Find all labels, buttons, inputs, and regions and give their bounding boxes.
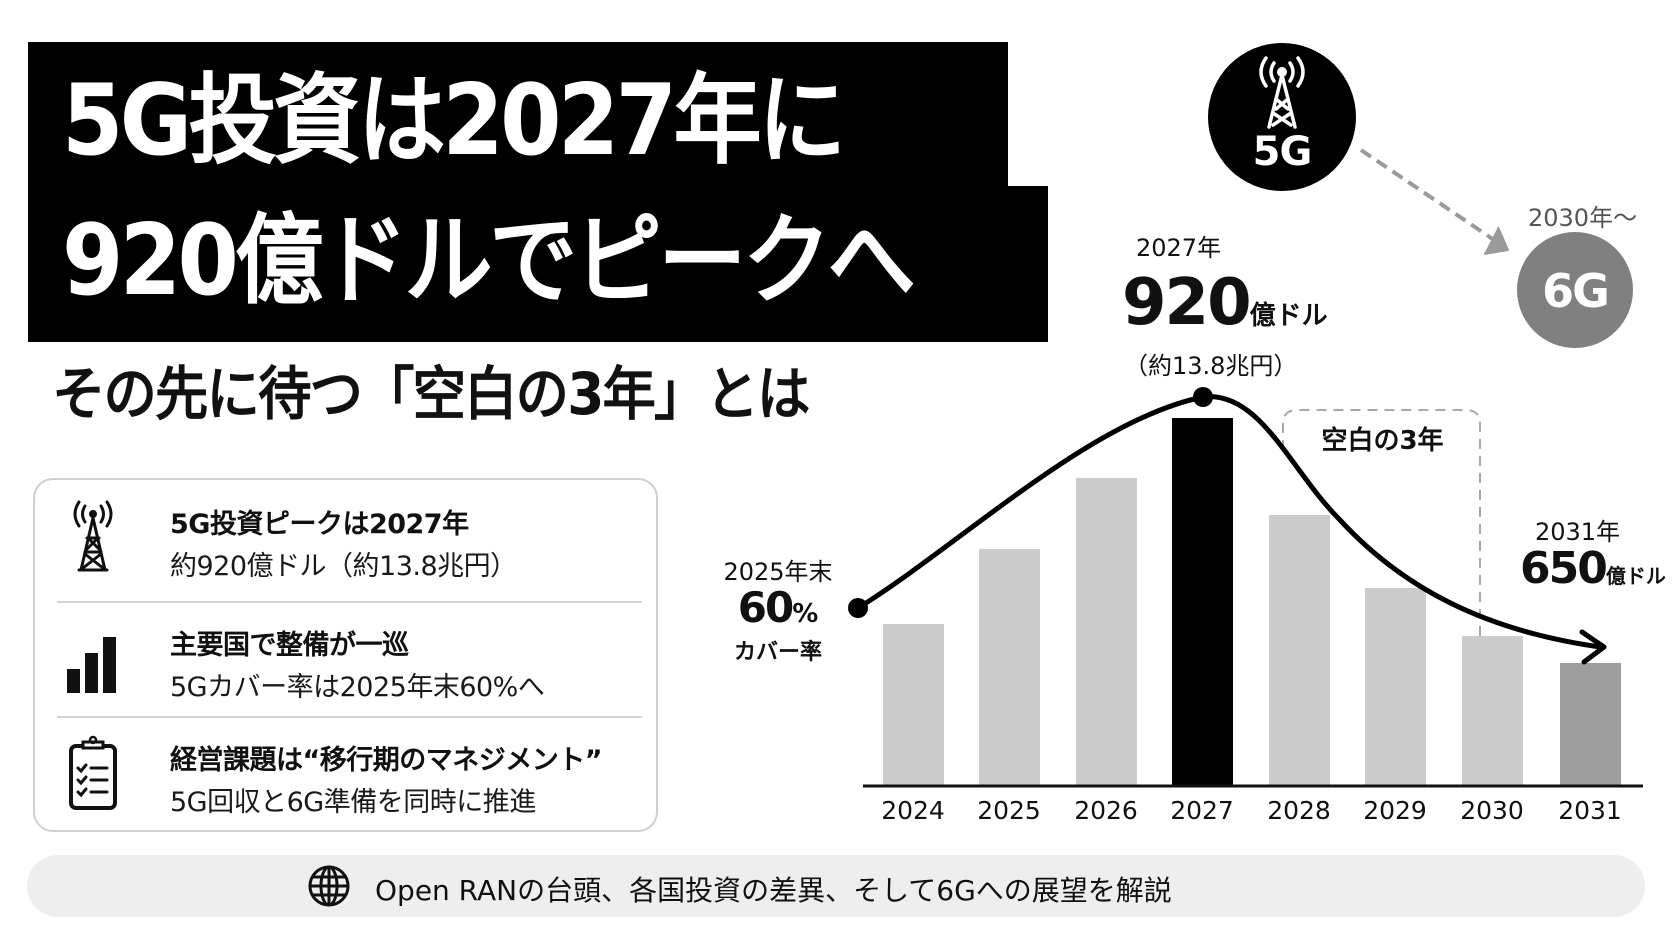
end-year: 2031年 (1535, 518, 1621, 546)
info-item-coverage: 主要国で整備が一巡 5Gカバー率は2025年末60%へ (35, 601, 656, 716)
peak-point-marker (1193, 387, 1213, 407)
coverage-caption: カバー率 (733, 640, 822, 665)
bar-2026 (1076, 478, 1137, 786)
title-banner-bottom (28, 186, 1048, 342)
x-label-2025: 2025 (977, 796, 1041, 825)
end-value-row: 650億ドル (1520, 544, 1666, 594)
end-value: 650 (1520, 543, 1608, 594)
divider (57, 716, 642, 718)
info-item-management: 経営課題は“移行期のマネジメント” 5G回収と6G準備を同時に推進 (35, 716, 656, 831)
6g-period-label: 2030年〜 (1528, 204, 1638, 232)
clipboard-checklist-icon (69, 735, 117, 810)
title-line-2: 920億ドルでピークへ (62, 204, 916, 318)
x-label-2030: 2030 (1460, 796, 1524, 825)
cell-tower-icon (1259, 56, 1305, 129)
x-label-2029: 2029 (1363, 796, 1427, 825)
x-label-2031: 2031 (1558, 796, 1622, 825)
info-detail: 5G回収と6G準備を同時に推進 (170, 787, 536, 818)
footer-text: Open RANの台頭、各国投資の差異、そして6Gへの展望を解説 (375, 874, 1172, 907)
6g-label: 6G (1542, 264, 1610, 318)
peak-year: 2027年 (1136, 234, 1222, 262)
peak-annotation: 2027年 (1136, 234, 1222, 262)
title-line-1: 5G投資は2027年に (62, 64, 846, 178)
info-detail: 5Gカバー率は2025年末60%へ (170, 672, 545, 703)
peak-value-row: 920億ドル (1122, 268, 1328, 338)
start-point-marker (848, 598, 868, 618)
bar-2028 (1269, 515, 1330, 786)
info-card: 5G投資ピークは2027年 約920億ドル（約13.8兆円） 主要国で整備が一巡… (33, 478, 658, 832)
info-heading: 経営課題は“移行期のマネジメント” (170, 745, 603, 776)
peak-yen: （約13.8兆円） (1124, 352, 1298, 380)
gap-period-label: 空白の3年 (1321, 426, 1444, 456)
end-unit: 億ドル (1605, 564, 1666, 588)
trend-arrowhead (1579, 629, 1607, 665)
bar-2031 (1560, 663, 1621, 786)
peak-unit: 億ドル (1249, 301, 1328, 331)
bar-2025 (979, 549, 1040, 786)
title-banner-top (28, 42, 1008, 188)
coverage-value: 60 (737, 583, 794, 632)
footer-banner: Open RANの台頭、各国投資の差異、そして6Gへの展望を解説 (27, 855, 1645, 917)
info-heading: 5G投資ピークは2027年 (170, 509, 469, 540)
x-label-2026: 2026 (1074, 796, 1138, 825)
transition-arrow-line (1359, 148, 1502, 246)
x-label-2028: 2028 (1267, 796, 1331, 825)
coverage-value-row: 60% (708, 586, 848, 639)
subtitle: その先に待つ「空白の3年」とは (52, 360, 810, 428)
info-heading: 主要国で整備が一巡 (170, 630, 409, 661)
coverage-annotation: 2025年末 60% カバー率 (708, 558, 848, 667)
divider (57, 601, 642, 603)
trend-curve (855, 394, 1603, 650)
5g-badge: 5G (1208, 43, 1356, 191)
coverage-year: 2025年末 (723, 558, 833, 586)
x-label-2027: 2027 (1170, 796, 1234, 825)
bar-2030 (1462, 636, 1523, 786)
peak-value: 920 (1122, 266, 1252, 340)
bar-2024 (883, 624, 944, 786)
info-detail: 約920億ドル（約13.8兆円） (170, 551, 517, 582)
signal-bars-icon (67, 637, 116, 693)
bar-2029 (1365, 588, 1426, 786)
coverage-unit: % (792, 599, 819, 629)
globe-icon (308, 865, 350, 907)
cell-tower-icon (73, 500, 113, 572)
info-item-peak: 5G投資ピークは2027年 約920億ドル（約13.8兆円） (35, 480, 656, 595)
5g-label: 5G (1252, 129, 1313, 175)
bar-2027 (1172, 418, 1233, 786)
6g-badge: 6G (1517, 232, 1633, 348)
transition-arrowhead (1483, 226, 1509, 255)
x-label-2024: 2024 (881, 796, 945, 825)
